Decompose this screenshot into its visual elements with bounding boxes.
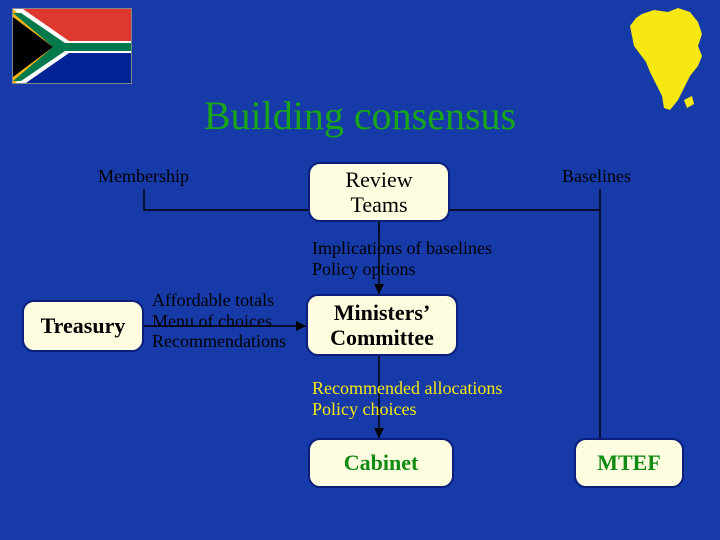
box-treasury-label: Treasury — [41, 313, 126, 338]
box-ministers-committee: Ministers’ Committee — [306, 294, 458, 356]
label-baselines: Baselines — [562, 166, 631, 187]
label-affordable: Affordable totals Menu of choices Recomm… — [152, 290, 286, 352]
box-cabinet: Cabinet — [308, 438, 454, 488]
slide-stage: { "slide": { "bg": "#163aa8", "title": {… — [0, 0, 720, 540]
box-mtef-label: MTEF — [597, 450, 661, 475]
label-membership: Membership — [98, 166, 189, 187]
box-mtef: MTEF — [574, 438, 684, 488]
box-treasury: Treasury — [22, 300, 144, 352]
box-review-teams: Review Teams — [308, 162, 450, 222]
south-africa-flag-icon — [12, 8, 132, 84]
box-ministers-label: Ministers’ Committee — [330, 300, 434, 351]
label-recommended: Recommended allocations Policy choices — [312, 378, 502, 419]
box-review-teams-label: Review Teams — [345, 167, 412, 218]
slide-title: Building consensus — [0, 92, 720, 139]
box-cabinet-label: Cabinet — [344, 450, 419, 475]
label-implications: Implications of baselines Policy options — [312, 238, 492, 279]
